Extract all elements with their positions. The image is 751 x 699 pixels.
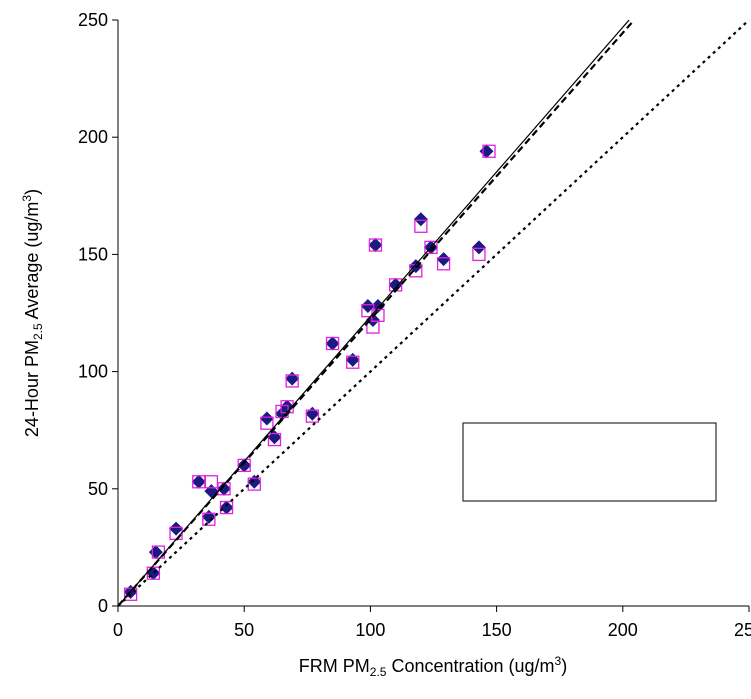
x-axis-label-part: 2.5 bbox=[370, 665, 387, 679]
point bbox=[285, 374, 299, 388]
y-tick-label: 50 bbox=[88, 479, 108, 499]
y-axis-label-part: Average (ug/m bbox=[22, 202, 42, 324]
point bbox=[202, 512, 216, 526]
x-axis-label-part: 3 bbox=[555, 654, 562, 668]
point bbox=[267, 432, 282, 447]
point bbox=[471, 240, 486, 255]
point bbox=[424, 240, 438, 255]
point bbox=[346, 355, 360, 369]
x-tick-label: 150 bbox=[482, 620, 512, 640]
point bbox=[237, 458, 252, 473]
legend bbox=[462, 422, 717, 502]
point bbox=[123, 587, 138, 601]
point bbox=[436, 257, 451, 271]
legend-box bbox=[462, 422, 717, 502]
point bbox=[285, 371, 300, 386]
point bbox=[482, 144, 496, 158]
plot bbox=[118, 20, 750, 606]
point bbox=[472, 247, 486, 262]
point bbox=[260, 416, 274, 430]
y-tick-label: 100 bbox=[78, 362, 108, 382]
point bbox=[345, 352, 360, 367]
point bbox=[413, 212, 428, 227]
point bbox=[259, 411, 274, 426]
point bbox=[325, 336, 340, 351]
point bbox=[204, 475, 219, 489]
y-tick-label: 250 bbox=[78, 10, 108, 30]
y-tick-label: 0 bbox=[98, 596, 108, 616]
point bbox=[325, 336, 340, 351]
point bbox=[201, 509, 216, 524]
x-tick-label: 50 bbox=[234, 620, 254, 640]
point bbox=[479, 144, 494, 159]
point bbox=[237, 458, 251, 473]
point bbox=[414, 219, 428, 233]
point bbox=[368, 238, 383, 253]
y-axis-label-part: 2.5 bbox=[31, 323, 45, 340]
point bbox=[361, 304, 375, 318]
point bbox=[219, 500, 234, 515]
x-axis-label-part: FRM PM bbox=[299, 656, 370, 676]
point bbox=[305, 406, 320, 421]
trend-line bbox=[118, 20, 630, 606]
point bbox=[146, 566, 161, 581]
x-tick-label: 100 bbox=[355, 620, 385, 640]
trend-line bbox=[118, 20, 635, 606]
x-tick-label: 250 bbox=[734, 620, 751, 640]
y-tick-label: 150 bbox=[78, 244, 108, 264]
point bbox=[436, 252, 451, 267]
point bbox=[217, 482, 231, 496]
x-axis-label: FRM PM2.5 Concentration (ug/m3) bbox=[299, 654, 567, 679]
y-axis-label: 24-Hour PM2.5 Average (ug/m3) bbox=[20, 189, 45, 437]
point bbox=[247, 474, 262, 489]
point bbox=[217, 481, 232, 496]
x-tick-label: 0 bbox=[113, 620, 123, 640]
x-axis-label-part: ) bbox=[561, 656, 567, 676]
y-axis-label-part: 3 bbox=[20, 195, 34, 202]
point bbox=[280, 399, 295, 414]
y-axis-label-part: ) bbox=[22, 189, 42, 195]
y-tick-label: 200 bbox=[78, 127, 108, 147]
x-axis-label-part: Concentration (ug/m bbox=[386, 656, 554, 676]
point bbox=[191, 474, 206, 489]
point bbox=[219, 500, 234, 515]
y-axis-label-part: 24-Hour PM bbox=[22, 340, 42, 437]
point bbox=[368, 238, 383, 252]
point bbox=[305, 409, 319, 423]
x-tick-label: 200 bbox=[608, 620, 638, 640]
point bbox=[247, 477, 261, 491]
point bbox=[169, 521, 184, 536]
